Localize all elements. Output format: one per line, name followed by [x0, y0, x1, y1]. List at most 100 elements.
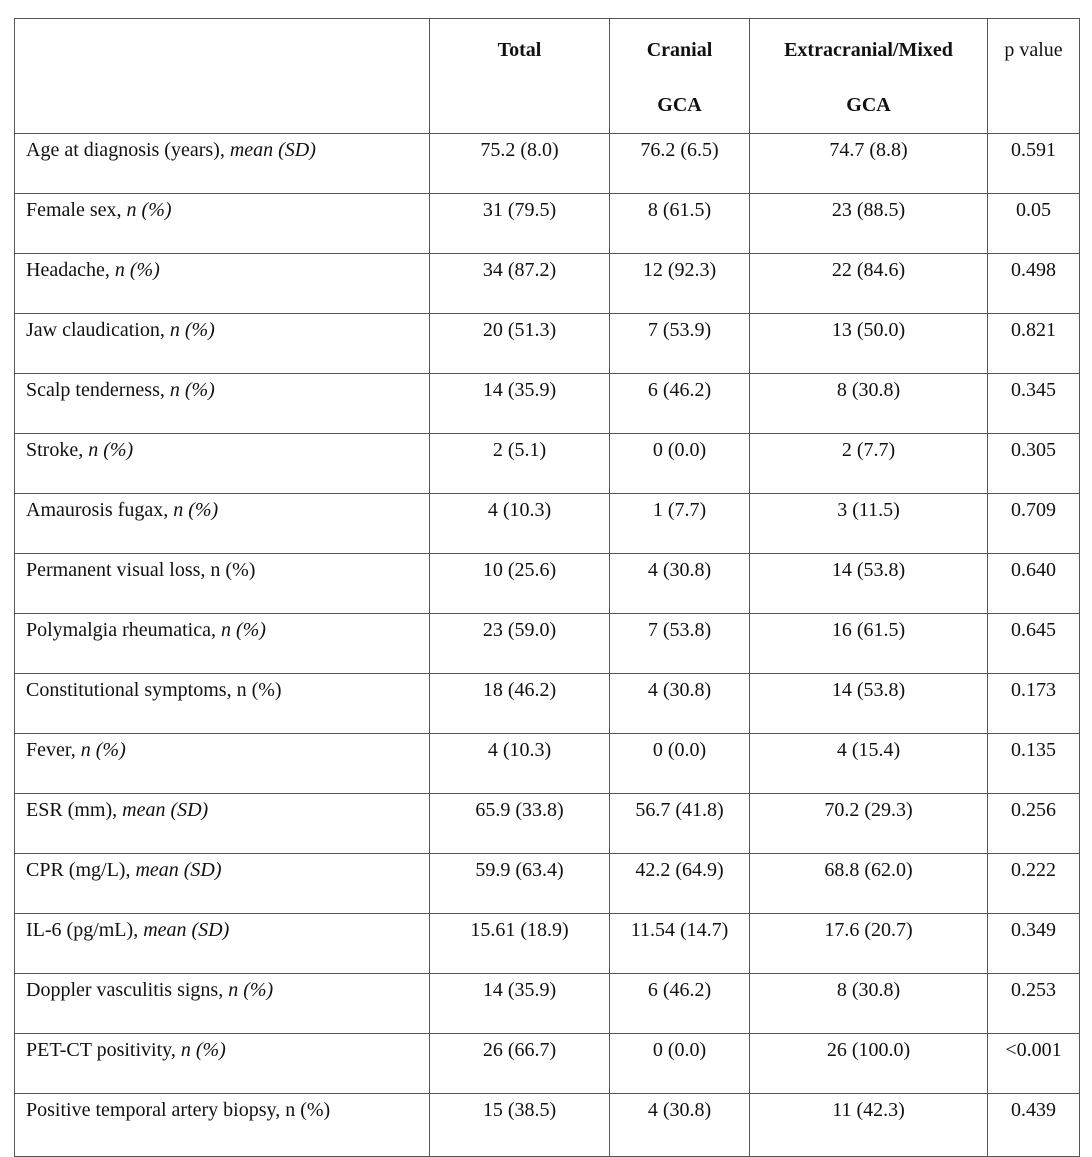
total-value-cell: 2 (5.1) — [429, 433, 610, 494]
row-label-cell: Doppler vasculitis signs, n (%) — [14, 973, 430, 1034]
extracranial-value-cell: 22 (84.6) — [749, 253, 988, 314]
p-value-cell: 0.821 — [987, 313, 1080, 374]
cranial-value-cell: 76.2 (6.5) — [609, 133, 750, 194]
table-row: Age at diagnosis (years), mean (SD) 75.2 … — [14, 133, 1080, 194]
cranial-value-cell: 6 (46.2) — [609, 373, 750, 434]
table-row: Permanent visual loss, n (%) 10 (25.6) 4 (… — [14, 553, 1080, 614]
cranial-value-cell: 0 (0.0) — [609, 1033, 750, 1094]
cranial-value-cell: 7 (53.9) — [609, 313, 750, 374]
total-value-cell: 4 (10.3) — [429, 493, 610, 554]
row-statistic-qualifier: n (%) — [88, 439, 134, 461]
row-label: Permanent visual loss, n (%) — [26, 559, 256, 581]
row-label-cell: Permanent visual loss, n (%) — [14, 553, 430, 614]
p-value-cell: 0.222 — [987, 853, 1080, 914]
header-pvalue: p value — [987, 18, 1080, 134]
total-value-cell: 15 (38.5) — [429, 1093, 610, 1157]
total-value-cell: 4 (10.3) — [429, 733, 610, 794]
table-row: Stroke, n (%) 2 (5.1) 0 (0.0) 2 (7.7) 0.305 — [14, 433, 1080, 494]
p-value-cell: 0.253 — [987, 973, 1080, 1034]
total-value-cell: 26 (66.7) — [429, 1033, 610, 1094]
header-row: Total Cranial GCA Extracranial/Mixed GCA… — [14, 18, 1080, 134]
row-statistic-qualifier: n (%) — [180, 1039, 226, 1061]
row-statistic-qualifier: n (%) — [126, 199, 172, 221]
row-label-cell: CPR (mg/L), mean (SD) — [14, 853, 430, 914]
p-value-cell: 0.349 — [987, 913, 1080, 974]
extracranial-value-cell: 14 (53.8) — [749, 553, 988, 614]
row-label: Positive temporal artery biopsy, n (%) — [26, 1099, 331, 1121]
header-extracranial: Extracranial/Mixed GCA — [749, 18, 988, 134]
total-value-cell: 75.2 (8.0) — [429, 133, 610, 194]
row-label-cell: Constitutional symptoms, n (%) — [14, 673, 430, 734]
header-total: Total — [429, 18, 610, 134]
header-cranial-line1: Cranial — [646, 39, 713, 61]
row-label: Stroke, — [26, 439, 89, 461]
extracranial-value-cell: 14 (53.8) — [749, 673, 988, 734]
row-statistic-qualifier: mean (SD) — [229, 139, 316, 161]
row-statistic-qualifier: mean (SD) — [122, 799, 209, 821]
header-extracranial-line1: Extracranial/Mixed — [784, 39, 953, 61]
p-value-cell: 0.591 — [987, 133, 1080, 194]
row-label: Headache, — [26, 259, 115, 281]
p-value-cell: 0.173 — [987, 673, 1080, 734]
row-label-cell: Jaw claudication, n (%) — [14, 313, 430, 374]
cranial-value-cell: 12 (92.3) — [609, 253, 750, 314]
row-label: Doppler vasculitis signs, — [26, 979, 229, 1001]
table-row: PET-CT positivity, n (%) 26 (66.7) 0 (0.0)… — [14, 1033, 1080, 1094]
table-row: Doppler vasculitis signs, n (%) 14 (35.9)… — [14, 973, 1080, 1034]
total-value-cell: 20 (51.3) — [429, 313, 610, 374]
row-label: Jaw claudication, — [26, 319, 170, 341]
row-label: Fever, — [26, 739, 81, 761]
row-label-cell: Headache, n (%) — [14, 253, 430, 314]
total-value-cell: 14 (35.9) — [429, 373, 610, 434]
cranial-value-cell: 0 (0.0) — [609, 433, 750, 494]
extracranial-value-cell: 13 (50.0) — [749, 313, 988, 374]
cranial-value-cell: 7 (53.8) — [609, 613, 750, 674]
table-container: Total Cranial GCA Extracranial/Mixed GCA… — [14, 18, 1080, 1157]
total-value-cell: 34 (87.2) — [429, 253, 610, 314]
header-total-label: Total — [497, 39, 542, 61]
row-label-cell: PET-CT positivity, n (%) — [14, 1033, 430, 1094]
row-label: Age at diagnosis (years), — [26, 139, 230, 161]
row-label: CPR (mg/L), — [26, 859, 136, 881]
cranial-value-cell: 6 (46.2) — [609, 973, 750, 1034]
row-label: IL-6 (pg/mL), — [26, 919, 144, 941]
cranial-value-cell: 4 (30.8) — [609, 673, 750, 734]
extracranial-value-cell: 3 (11.5) — [749, 493, 988, 554]
cranial-value-cell: 56.7 (41.8) — [609, 793, 750, 854]
table-row: Polymalgia rheumatica, n (%) 23 (59.0) 7 (… — [14, 613, 1080, 674]
total-value-cell: 18 (46.2) — [429, 673, 610, 734]
table-row: IL-6 (pg/mL), mean (SD) 15.61 (18.9) 11.54… — [14, 913, 1080, 974]
extracranial-value-cell: 23 (88.5) — [749, 193, 988, 254]
header-cranial: Cranial GCA — [609, 18, 750, 134]
row-label: PET-CT positivity, — [26, 1039, 181, 1061]
comparison-table: Total Cranial GCA Extracranial/Mixed GCA… — [14, 18, 1080, 1157]
total-value-cell: 65.9 (33.8) — [429, 793, 610, 854]
row-statistic-qualifier: n (%) — [169, 319, 215, 341]
row-statistic-qualifier: n (%) — [173, 499, 219, 521]
p-value-cell: 0.256 — [987, 793, 1080, 854]
extracranial-value-cell: 8 (30.8) — [749, 973, 988, 1034]
table-body: Age at diagnosis (years), mean (SD) 75.2 … — [14, 133, 1080, 1157]
p-value-cell: 0.640 — [987, 553, 1080, 614]
row-statistic-qualifier: mean (SD) — [143, 919, 230, 941]
table-row: Amaurosis fugax, n (%) 4 (10.3) 1 (7.7) 3 (… — [14, 493, 1080, 554]
table-row: Jaw claudication, n (%) 20 (51.3) 7 (53.9)… — [14, 313, 1080, 374]
table-row: Headache, n (%) 34 (87.2) 12 (92.3) 22 (84.… — [14, 253, 1080, 314]
extracranial-value-cell: 11 (42.3) — [749, 1093, 988, 1157]
cranial-value-cell: 1 (7.7) — [609, 493, 750, 554]
row-label: ESR (mm), — [26, 799, 123, 821]
total-value-cell: 10 (25.6) — [429, 553, 610, 614]
table-row: Female sex, n (%) 31 (79.5) 8 (61.5) 23 (88… — [14, 193, 1080, 254]
extracranial-value-cell: 2 (7.7) — [749, 433, 988, 494]
row-label-cell: ESR (mm), mean (SD) — [14, 793, 430, 854]
p-value-cell: 0.439 — [987, 1093, 1080, 1157]
cranial-value-cell: 8 (61.5) — [609, 193, 750, 254]
p-value-cell: 0.135 — [987, 733, 1080, 794]
extracranial-value-cell: 68.8 (62.0) — [749, 853, 988, 914]
table-row: Fever, n (%) 4 (10.3) 0 (0.0) 4 (15.4) 0.135 — [14, 733, 1080, 794]
total-value-cell: 59.9 (63.4) — [429, 853, 610, 914]
total-value-cell: 23 (59.0) — [429, 613, 610, 674]
row-label-cell: Positive temporal artery biopsy, n (%) — [14, 1093, 430, 1157]
extracranial-value-cell: 17.6 (20.7) — [749, 913, 988, 974]
row-statistic-qualifier: n (%) — [114, 259, 160, 281]
